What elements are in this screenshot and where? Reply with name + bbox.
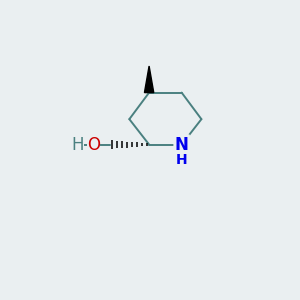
Text: O: O	[87, 136, 100, 154]
Text: N: N	[175, 136, 189, 154]
Text: H: H	[71, 136, 84, 154]
Text: H: H	[176, 153, 188, 166]
Polygon shape	[145, 66, 154, 93]
